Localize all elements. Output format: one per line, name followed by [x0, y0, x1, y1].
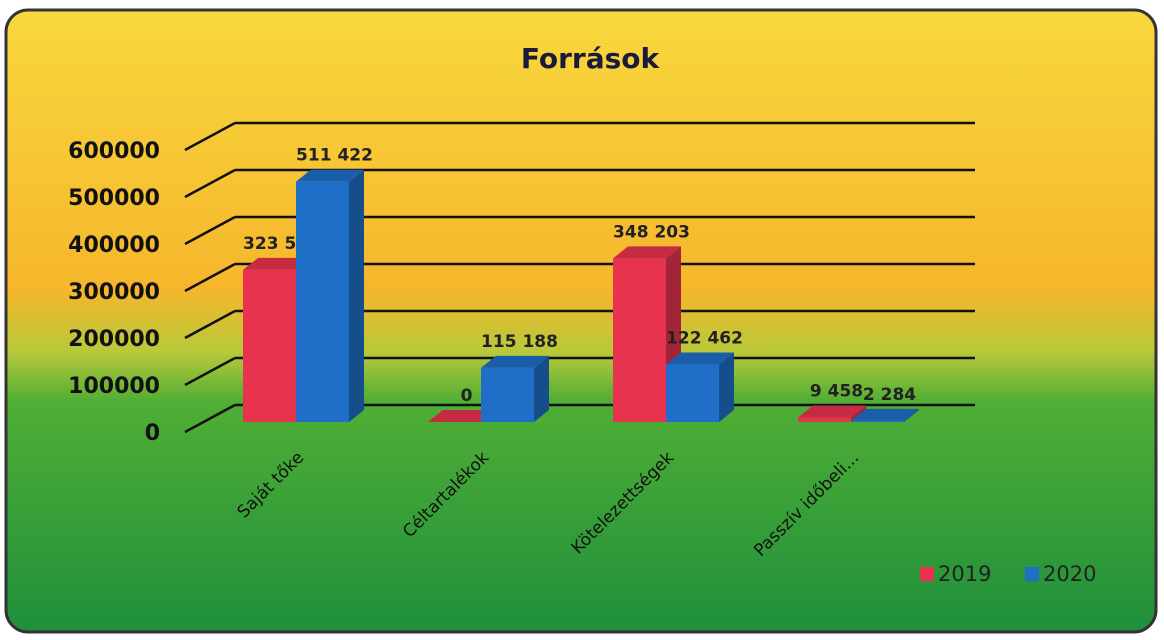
bar-side	[349, 169, 364, 422]
y-tick-label: 400000	[68, 233, 160, 258]
data-label: 122 462	[666, 328, 743, 348]
data-label: 115 188	[481, 332, 558, 352]
data-label: 511 422	[296, 146, 373, 166]
bar-top	[428, 410, 496, 422]
chart-title: Források	[521, 42, 661, 75]
bar-side	[851, 405, 866, 422]
bar	[481, 367, 534, 422]
legend-label: 2019	[938, 562, 991, 586]
grid-diagonal	[184, 168, 236, 199]
data-label: 9 458	[810, 382, 863, 402]
bar	[798, 417, 851, 422]
grid-diagonal	[184, 356, 236, 387]
grid-diagonal	[184, 121, 236, 152]
bar-top	[481, 355, 549, 368]
y-tick-label: 600000	[68, 139, 160, 164]
legend-swatch	[1025, 567, 1039, 581]
grid-diagonal	[184, 215, 236, 246]
bar	[613, 258, 666, 422]
y-tick-label: 500000	[68, 186, 160, 211]
bar-side	[534, 355, 549, 422]
grid-diagonal	[184, 262, 236, 293]
bar-top	[851, 408, 919, 421]
bar	[851, 420, 904, 422]
y-tick-label: 200000	[68, 327, 160, 352]
bar	[243, 269, 296, 422]
bar-top	[243, 257, 311, 270]
data-label: 2 284	[863, 385, 916, 405]
bar-top	[666, 352, 734, 365]
bar-top	[798, 405, 866, 418]
data-label: 348 203	[613, 222, 690, 242]
bar-top	[613, 246, 681, 259]
y-tick-label: 100000	[68, 374, 160, 399]
y-tick-label: 0	[145, 421, 160, 446]
legend-label: 2020	[1043, 562, 1096, 586]
grid-diagonal	[184, 403, 236, 434]
bar-top	[296, 169, 364, 182]
bar-side	[719, 352, 734, 422]
data-label: 0	[461, 386, 473, 406]
bar	[296, 181, 349, 422]
bar	[666, 364, 719, 422]
grid-diagonal	[184, 309, 236, 340]
bar-side	[904, 408, 919, 422]
legend-swatch	[920, 567, 934, 581]
chart-frame	[4, 8, 1158, 634]
y-tick-label: 300000	[68, 280, 160, 305]
